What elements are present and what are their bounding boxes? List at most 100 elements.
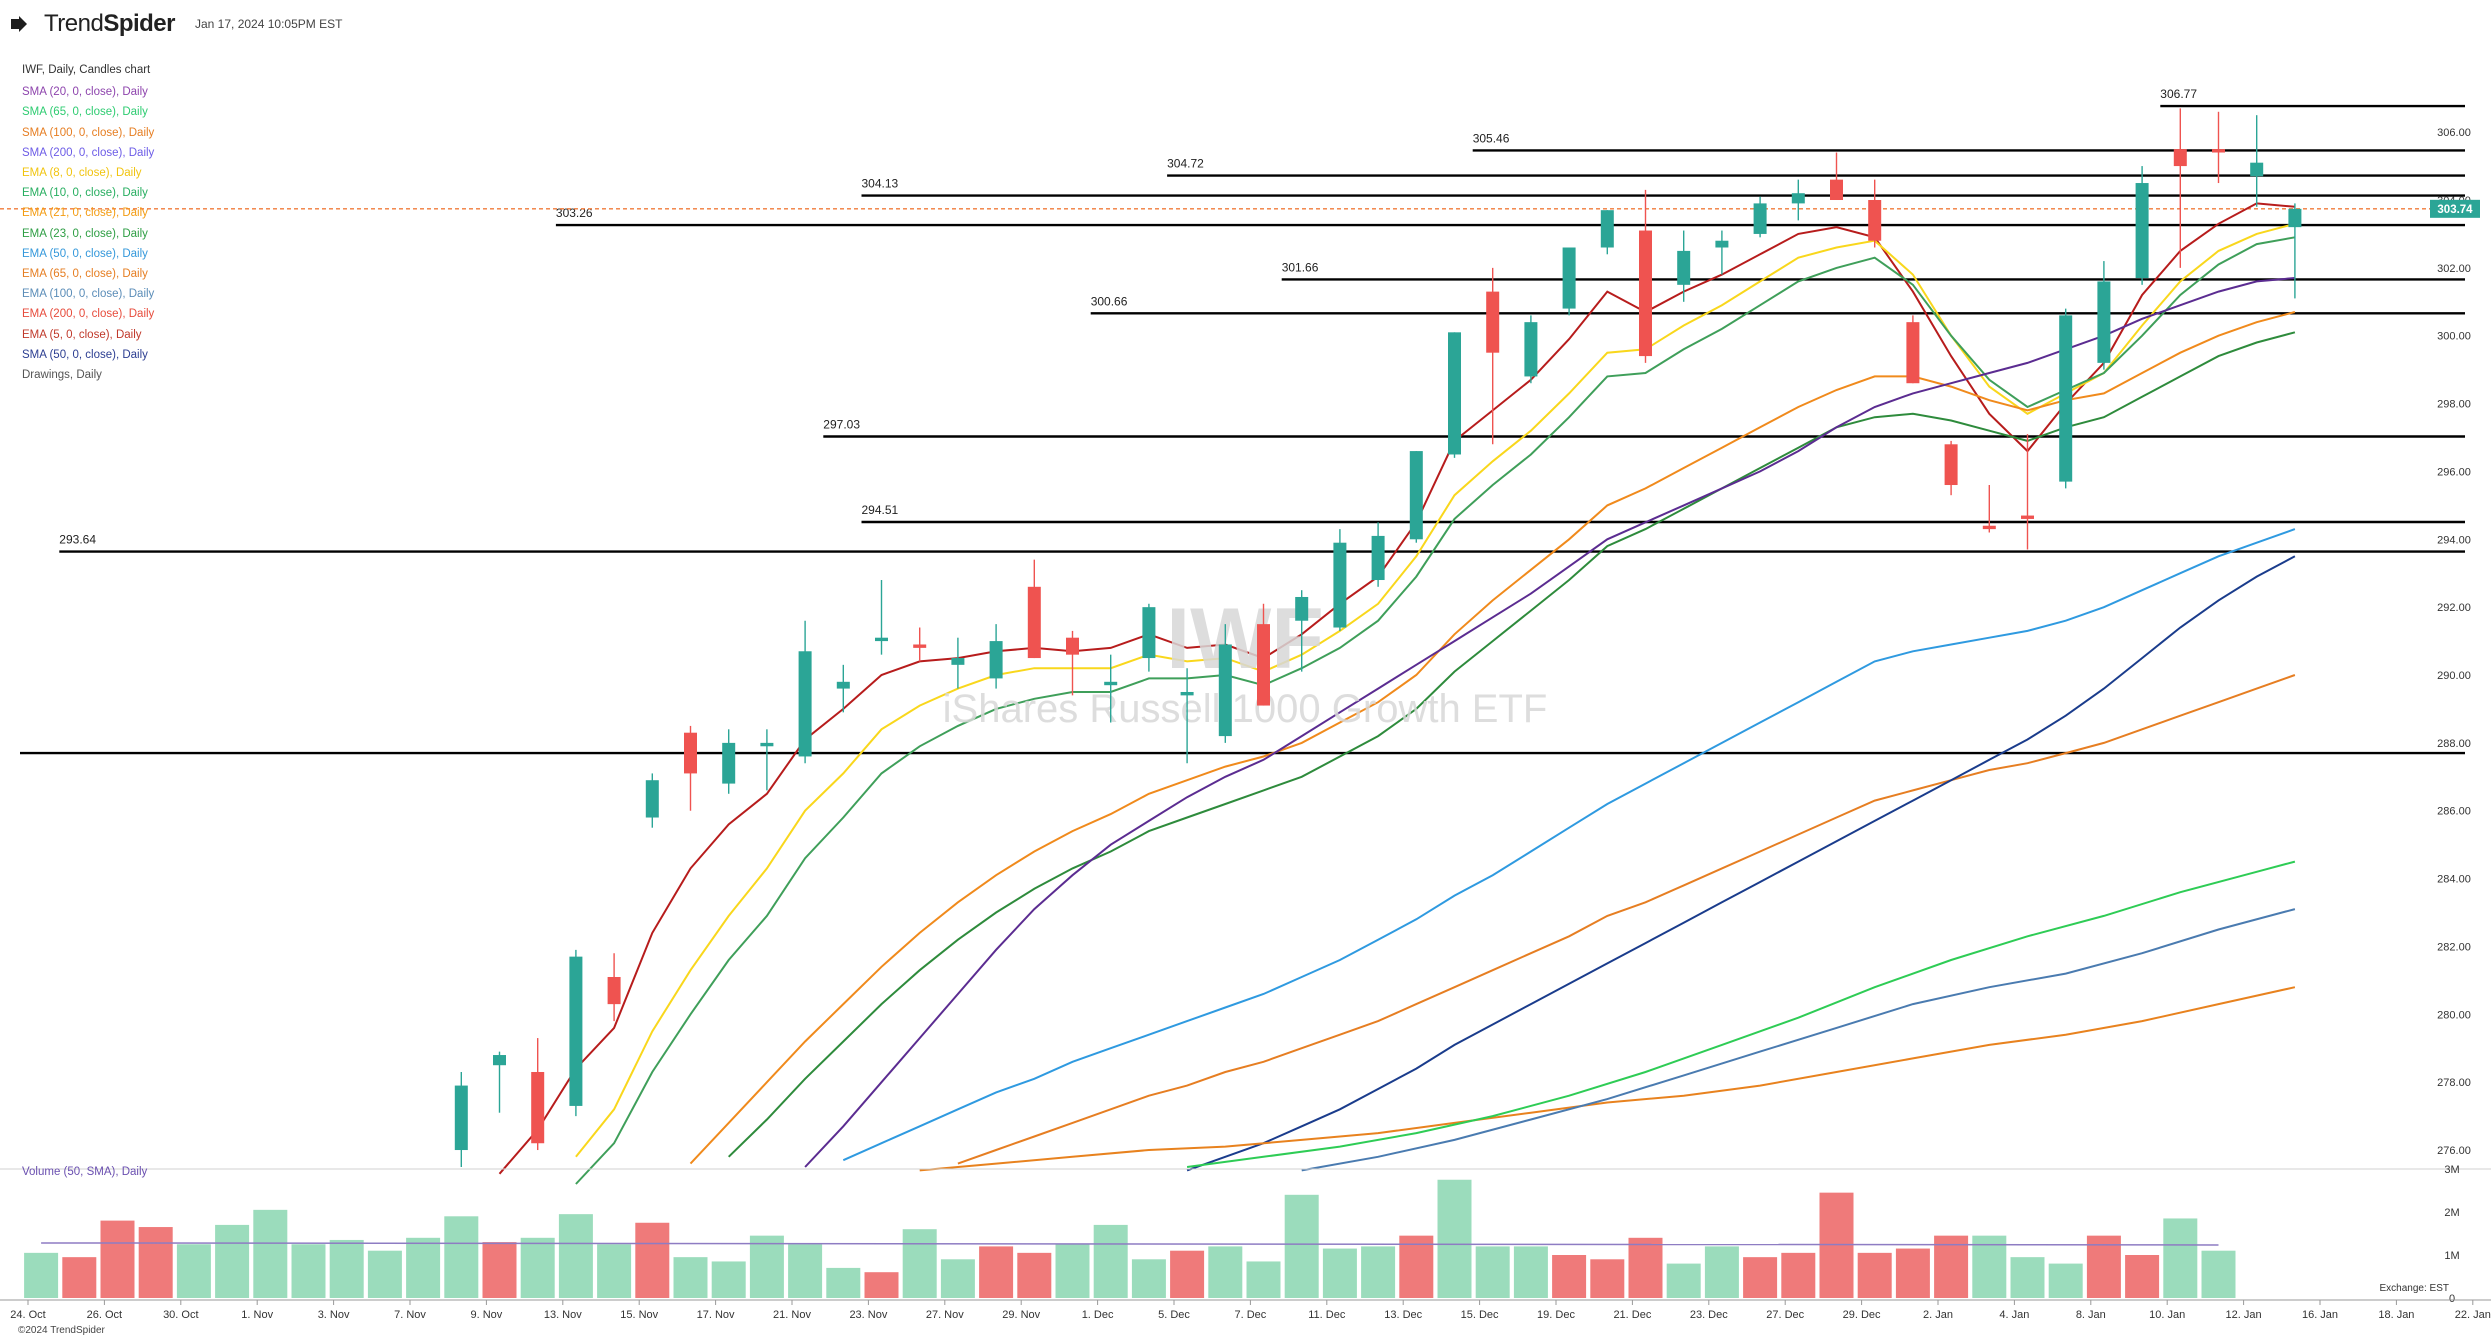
candle-body[interactable] <box>2288 208 2302 228</box>
candle-body[interactable] <box>1180 691 1194 696</box>
candle-body[interactable] <box>531 1071 545 1144</box>
volume-bar[interactable] <box>864 1272 899 1298</box>
volume-bar[interactable] <box>635 1222 670 1298</box>
legend-item[interactable]: EMA (100, 0, close), Daily <box>22 288 155 301</box>
volume-bar[interactable] <box>24 1252 59 1298</box>
candle-body[interactable] <box>1868 200 1882 241</box>
volume-bar[interactable] <box>1666 1263 1701 1298</box>
candle-body[interactable] <box>913 644 927 648</box>
volume-bar[interactable] <box>1246 1261 1281 1298</box>
legend-item[interactable]: SMA (50, 0, close), Daily <box>22 348 148 361</box>
candle-body[interactable] <box>607 976 621 1005</box>
legend-item[interactable]: Drawings, Daily <box>22 369 102 382</box>
volume-bar[interactable] <box>1437 1179 1472 1298</box>
volume-bar[interactable] <box>62 1257 97 1298</box>
volume-bar[interactable] <box>329 1239 364 1298</box>
candle-body[interactable] <box>1142 607 1156 659</box>
legend-item[interactable]: EMA (5, 0, close), Daily <box>22 328 142 341</box>
volume-bar[interactable] <box>176 1244 211 1298</box>
candle-body[interactable] <box>875 637 888 642</box>
volume-bar[interactable] <box>1704 1246 1739 1298</box>
volume-bar[interactable] <box>1093 1224 1128 1298</box>
candle-body[interactable] <box>1104 681 1118 686</box>
volume-bar[interactable] <box>1055 1244 1090 1298</box>
candle-body[interactable] <box>684 732 697 774</box>
volume-bar[interactable] <box>1131 1259 1166 1298</box>
candle-body[interactable] <box>1333 542 1347 628</box>
volume-bar[interactable] <box>1628 1237 1663 1298</box>
volume-bar[interactable] <box>1208 1246 1243 1298</box>
candle-body[interactable] <box>798 651 812 757</box>
candle-body[interactable] <box>1639 230 1652 357</box>
volume-bar[interactable] <box>711 1261 746 1298</box>
volume-bar[interactable] <box>940 1259 975 1298</box>
candle-body[interactable] <box>951 658 965 665</box>
legend-item[interactable]: EMA (8, 0, close), Daily <box>22 167 142 180</box>
candle-body[interactable] <box>836 681 850 689</box>
volume-bar[interactable] <box>1322 1248 1357 1298</box>
volume-bar[interactable] <box>215 1224 250 1298</box>
volume-bar[interactable] <box>1590 1259 1625 1298</box>
legend-item[interactable]: EMA (21, 0, close), Daily <box>22 207 148 220</box>
candle-body[interactable] <box>2212 149 2225 153</box>
volume-bar[interactable] <box>2201 1250 2236 1298</box>
candle-body[interactable] <box>1027 586 1041 659</box>
candle-body[interactable] <box>2135 183 2149 279</box>
legend-item[interactable]: SMA (200, 0, close), Daily <box>22 146 155 159</box>
volume-bar[interactable] <box>1857 1252 1892 1298</box>
legend-item[interactable]: SMA (100, 0, close), Daily <box>22 126 155 139</box>
volume-bar[interactable] <box>979 1246 1014 1298</box>
volume-bar[interactable] <box>597 1244 632 1298</box>
candle-body[interactable] <box>2059 315 2073 482</box>
legend-item[interactable]: EMA (50, 0, close), Daily <box>22 247 148 260</box>
legend-item[interactable]: EMA (200, 0, close), Daily <box>22 308 155 321</box>
candle-body[interactable] <box>1486 291 1500 353</box>
candle-body[interactable] <box>760 742 774 747</box>
candle-body[interactable] <box>454 1085 468 1151</box>
volume-bar[interactable] <box>367 1250 402 1298</box>
volume-bar[interactable] <box>2086 1235 2121 1298</box>
candle-body[interactable] <box>1409 451 1423 540</box>
candle-body[interactable] <box>645 780 659 818</box>
volume-bar[interactable] <box>1284 1194 1319 1298</box>
volume-bar[interactable] <box>788 1244 823 1298</box>
candle-body[interactable] <box>1753 203 1767 234</box>
legend-item[interactable]: SMA (20, 0, close), Daily <box>22 86 148 99</box>
volume-bar[interactable] <box>902 1229 937 1298</box>
volume-bar[interactable] <box>1361 1246 1396 1298</box>
candle-body[interactable] <box>1791 193 1805 204</box>
volume-bar[interactable] <box>1552 1255 1587 1298</box>
candle-body[interactable] <box>493 1055 506 1066</box>
volume-bar[interactable] <box>1017 1252 1052 1298</box>
volume-bar[interactable] <box>2163 1218 2198 1298</box>
volume-bar[interactable] <box>1934 1235 1969 1298</box>
candle-body[interactable] <box>1830 179 1843 201</box>
candle-body[interactable] <box>1295 596 1309 621</box>
legend-item[interactable]: EMA (65, 0, close), Daily <box>22 268 148 281</box>
candle-body[interactable] <box>1524 322 1538 377</box>
legend-title[interactable]: IWF, Daily, Candles chart <box>22 64 151 76</box>
candle-body[interactable] <box>989 641 1003 679</box>
volume-bar[interactable] <box>291 1244 326 1298</box>
candle-body[interactable] <box>1257 624 1270 706</box>
volume-bar[interactable] <box>826 1267 861 1298</box>
volume-bar[interactable] <box>1972 1235 2007 1298</box>
volume-bar[interactable] <box>2048 1263 2083 1298</box>
volume-bar[interactable] <box>406 1237 441 1298</box>
candle-body[interactable] <box>1906 322 1920 384</box>
candle-body[interactable] <box>1600 210 1614 248</box>
candle-body[interactable] <box>722 742 736 784</box>
legend-item[interactable]: SMA (65, 0, close), Daily <box>22 106 148 119</box>
candle-body[interactable] <box>2097 281 2111 363</box>
legend-item[interactable]: EMA (10, 0, close), Daily <box>22 187 148 200</box>
volume-bar[interactable] <box>1399 1235 1434 1298</box>
volume-bar[interactable] <box>749 1235 784 1298</box>
candle-body[interactable] <box>1715 240 1729 248</box>
volume-bar[interactable] <box>1781 1252 1816 1298</box>
volume-bar[interactable] <box>253 1209 288 1298</box>
volume-bar[interactable] <box>444 1216 479 1298</box>
candle-body[interactable] <box>2173 149 2187 167</box>
volume-legend[interactable]: Volume (50, SMA), Daily <box>22 1166 148 1178</box>
volume-bar[interactable] <box>1475 1246 1510 1298</box>
